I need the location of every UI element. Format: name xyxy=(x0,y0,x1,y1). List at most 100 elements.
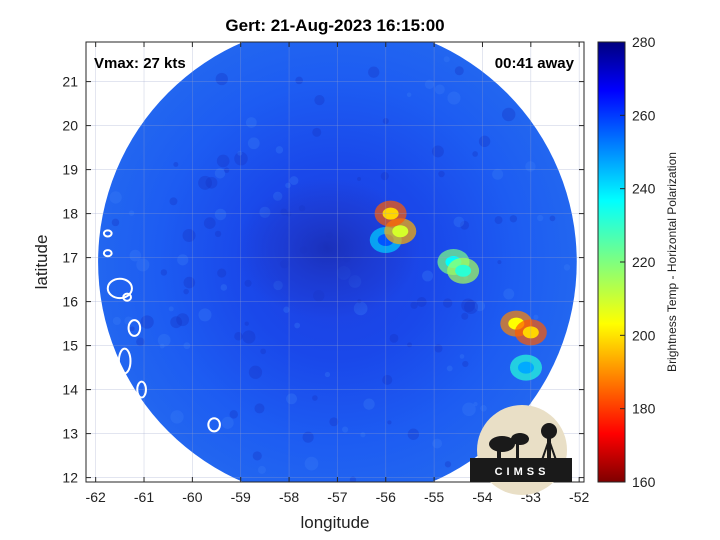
texture-speck xyxy=(198,175,213,190)
x-tick-label: -57 xyxy=(327,489,347,505)
island-outline xyxy=(105,465,115,477)
colorbar-tick-label: 220 xyxy=(632,254,656,270)
texture-speck xyxy=(382,117,389,125)
colorbar-tick-label: 180 xyxy=(632,401,656,417)
texture-speck xyxy=(254,403,265,414)
texture-speck xyxy=(140,315,154,329)
texture-speck xyxy=(182,228,196,242)
texture-speck xyxy=(247,137,260,150)
texture-speck xyxy=(215,72,228,86)
texture-speck xyxy=(157,333,171,347)
texture-speck xyxy=(434,84,445,95)
logo-band xyxy=(470,458,572,482)
texture-speck xyxy=(461,298,475,313)
texture-speck xyxy=(129,326,135,332)
island-outline xyxy=(106,277,133,300)
texture-speck xyxy=(422,270,434,282)
y-tick-label: 18 xyxy=(62,206,78,222)
x-axis-label: longitude xyxy=(300,513,369,532)
y-tick-label: 15 xyxy=(62,338,78,354)
island-outline xyxy=(122,292,132,302)
cold-cell xyxy=(517,361,534,374)
texture-speck xyxy=(431,145,444,158)
texture-speck xyxy=(460,220,470,230)
cold-cell-layer xyxy=(369,200,547,381)
x-tick-label: -59 xyxy=(231,489,251,505)
texture-speck xyxy=(129,249,142,262)
texture-speck xyxy=(494,216,503,225)
texture-speck xyxy=(406,92,412,98)
gridlines xyxy=(86,42,584,482)
vmax-annotation: Vmax: 27 kts xyxy=(94,55,186,72)
texture-speck xyxy=(183,276,196,289)
texture-speck xyxy=(310,484,318,492)
texture-speck xyxy=(424,79,435,89)
texture-speck xyxy=(312,127,322,137)
y-tick-label: 17 xyxy=(62,250,78,266)
texture-speck xyxy=(453,216,465,228)
texture-speck xyxy=(242,330,256,344)
texture-speck xyxy=(462,360,469,368)
texture-speck xyxy=(128,210,135,216)
texture-speck xyxy=(237,150,243,156)
texture-speck xyxy=(216,154,230,168)
island-outline xyxy=(117,347,132,375)
x-tick-label: -56 xyxy=(376,489,396,505)
texture-speck xyxy=(342,426,349,433)
satellite-dish-icon xyxy=(489,436,515,452)
texture-speck xyxy=(357,176,362,181)
swath-layer xyxy=(98,42,577,492)
y-tick-label: 13 xyxy=(62,426,78,442)
texture-speck xyxy=(136,337,145,346)
colorbar-tick-label: 240 xyxy=(632,181,656,197)
texture-speck xyxy=(442,298,453,308)
texture-speck xyxy=(252,451,262,461)
y-tick-label: 21 xyxy=(62,74,78,90)
texture-speck xyxy=(533,314,539,320)
texture-speck xyxy=(183,288,189,295)
texture-speck xyxy=(416,297,427,307)
island-outline xyxy=(132,417,141,429)
texture-speck xyxy=(329,417,339,427)
island-outline xyxy=(127,319,142,337)
island-outline xyxy=(136,380,147,399)
storm-center xyxy=(235,178,420,320)
texture-speck xyxy=(363,398,375,410)
texture-speck xyxy=(380,172,389,181)
map-title: Gert: 21-Aug-2023 16:15:00 xyxy=(225,16,444,35)
texture-speck xyxy=(223,167,230,173)
texture-speck xyxy=(432,438,443,449)
texture-speck xyxy=(407,428,420,440)
texture-speck xyxy=(271,483,275,487)
texture-speck xyxy=(112,316,121,326)
texture-speck xyxy=(229,410,238,419)
x-tick-label: -61 xyxy=(134,489,154,505)
texture-speck xyxy=(176,313,190,327)
island-outline xyxy=(102,229,113,238)
y-tick-label: 16 xyxy=(62,294,78,310)
texture-speck xyxy=(217,268,227,278)
texture-speck xyxy=(382,374,393,385)
texture-speck xyxy=(473,401,478,407)
x-tick-label: -58 xyxy=(279,489,299,505)
island-outline xyxy=(207,417,221,433)
texture-speck xyxy=(220,284,228,291)
texture-speck xyxy=(509,215,518,223)
y-axis-ticks: 12 13 14 15 16 17 18 19 20 21 xyxy=(62,74,584,486)
texture-speck xyxy=(304,456,319,471)
texture-speck xyxy=(214,208,227,221)
texture-speck xyxy=(492,168,504,180)
texture-speck xyxy=(314,94,325,106)
y-tick-label: 19 xyxy=(62,162,78,178)
colorbar-tick-label: 280 xyxy=(632,34,656,50)
texture-speck xyxy=(257,465,266,474)
colorbar-ticks: 160 180 200 220 240 260 280 xyxy=(620,34,656,490)
y-axis-label: latitude xyxy=(32,235,51,290)
texture-speck xyxy=(472,151,478,157)
texture-speck xyxy=(302,431,314,443)
texture-speck xyxy=(295,76,303,85)
texture-speck xyxy=(349,476,357,482)
texture-speck xyxy=(389,333,399,343)
texture-speck xyxy=(260,348,267,355)
